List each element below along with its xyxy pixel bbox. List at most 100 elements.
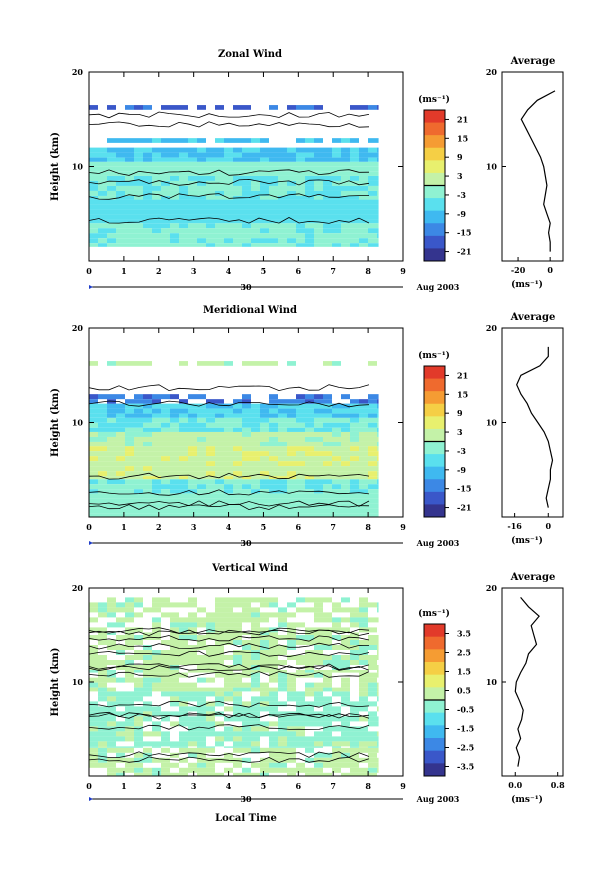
- heatmap-cell: [287, 767, 296, 773]
- heatmap-cell: [341, 223, 350, 229]
- heatmap-cell: [107, 446, 116, 452]
- heatmap-cell: [116, 461, 125, 467]
- heatmap-cell: [269, 484, 278, 490]
- heatmap-cell: [260, 696, 269, 702]
- heatmap-cell: [170, 157, 179, 162]
- heatmap-cell: [188, 503, 197, 509]
- heatmap-cell: [233, 498, 242, 504]
- heatmap-cell: [305, 157, 314, 162]
- heatmap-cell: [152, 243, 161, 247]
- heatmap-cell: [170, 228, 179, 234]
- colorbar-segment: [424, 649, 445, 663]
- heatmap-cell: [350, 105, 359, 110]
- heatmap-cell: [134, 682, 143, 688]
- heatmap-cell: [224, 361, 233, 366]
- heatmap-cell: [143, 175, 152, 181]
- heatmap-cell: [287, 489, 296, 494]
- heatmap-cell: [179, 171, 188, 176]
- average-y-tick-label: 20: [486, 583, 498, 593]
- heatmap-cell: [314, 161, 323, 167]
- heatmap-cell: [377, 166, 379, 172]
- heatmap-cell: [107, 741, 116, 747]
- heatmap-cell: [107, 175, 116, 181]
- heatmap-cell: [161, 772, 170, 776]
- heatmap-cell: [143, 706, 152, 712]
- heatmap-cell: [332, 726, 341, 732]
- heatmap-cell: [269, 223, 278, 229]
- contour-line: [88, 121, 370, 128]
- heatmap-cell: [224, 228, 233, 234]
- heatmap-cell: [152, 436, 161, 442]
- heatmap-cell: [224, 422, 233, 428]
- heatmap-cell: [143, 195, 152, 200]
- heatmap-cell: [215, 612, 224, 618]
- heatmap-cell: [323, 427, 332, 432]
- heatmap-cell: [296, 427, 305, 432]
- heatmap-cell: [188, 431, 197, 437]
- heatmap-cell: [332, 461, 341, 467]
- heatmap-cell: [179, 199, 188, 205]
- heatmap-cell: [197, 394, 206, 400]
- heatmap-cell: [251, 716, 260, 722]
- heatmap-cell: [377, 498, 379, 504]
- heatmap-cell: [269, 147, 278, 153]
- heatmap-cell: [215, 640, 224, 645]
- colorbar-tick-label: 15: [457, 389, 468, 399]
- heatmap-cell: [125, 498, 134, 504]
- heatmap-cell: [197, 436, 206, 442]
- heatmap-cell: [251, 152, 260, 158]
- heatmap-cell: [305, 171, 314, 176]
- heatmap-cell: [377, 489, 379, 494]
- heatmap-cell: [260, 655, 269, 660]
- heatmap-cell: [89, 602, 98, 608]
- heatmap-cell: [269, 513, 278, 517]
- heatmap-cell: [161, 762, 170, 768]
- heatmap-cell: [134, 422, 143, 428]
- heatmap-cell: [278, 489, 287, 494]
- heatmap-cell: [296, 696, 305, 702]
- heatmap-cell: [359, 413, 368, 418]
- heatmap-cell: [278, 190, 287, 196]
- heatmap-cell: [179, 361, 188, 366]
- heatmap-cell: [278, 228, 287, 234]
- heatmap-cell: [89, 417, 98, 423]
- heatmap-cell: [98, 147, 107, 153]
- heatmap-cell: [179, 427, 188, 432]
- heatmap-cell: [269, 701, 278, 707]
- heatmap-cell: [377, 190, 379, 196]
- heatmap-cell: [116, 691, 125, 697]
- heatmap-cell: [170, 711, 179, 717]
- heatmap-cell: [278, 721, 287, 727]
- heatmap-cell: [251, 417, 260, 423]
- heatmap-cell: [179, 476, 188, 480]
- heatmap-cell: [116, 635, 125, 640]
- heatmap-cell: [251, 660, 260, 665]
- heatmap-cell: [287, 691, 296, 697]
- heatmap-cell: [350, 417, 359, 423]
- heatmap-cell: [350, 446, 359, 452]
- heatmap-cell: [107, 166, 116, 172]
- heatmap-cell: [296, 726, 305, 732]
- heatmap-cell: [107, 660, 116, 665]
- heatmap-cell: [89, 394, 98, 400]
- heatmap-cell: [314, 635, 323, 640]
- heatmap-cell: [152, 597, 161, 603]
- heatmap-cell: [197, 607, 206, 613]
- heatmap-cell: [197, 513, 206, 517]
- heatmap-cell: [206, 209, 215, 215]
- heatmap-cell: [143, 682, 152, 688]
- heatmap-cell: [287, 180, 296, 186]
- heatmap-cell: [269, 161, 278, 167]
- heatmap-cell: [323, 696, 332, 702]
- heatmap-cell: [116, 195, 125, 200]
- heatmap-cell: [179, 635, 188, 640]
- heatmap-cell: [296, 417, 305, 423]
- heatmap-cell: [206, 665, 215, 670]
- heatmap-cell: [314, 716, 323, 722]
- heatmap-cell: [134, 243, 143, 247]
- heatmap-cell: [242, 513, 251, 517]
- heatmap-cell: [305, 166, 314, 172]
- heatmap-cell: [278, 513, 287, 517]
- heatmap-cell: [323, 670, 332, 673]
- heatmap-cell: [197, 403, 206, 409]
